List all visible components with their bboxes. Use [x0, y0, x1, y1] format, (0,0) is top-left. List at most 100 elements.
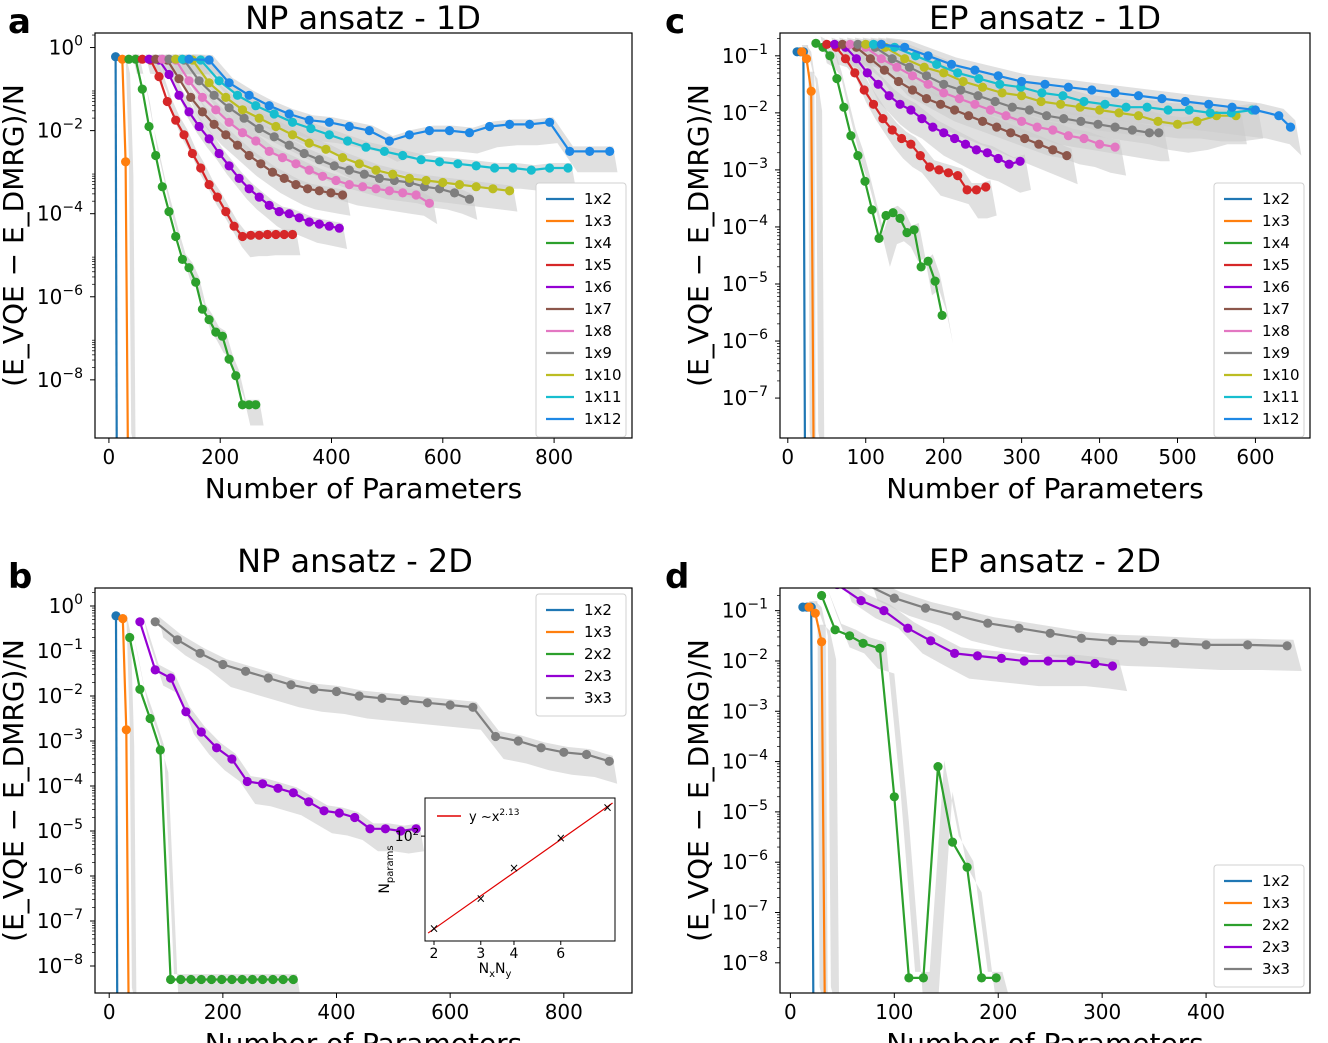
data-point-1x6: [928, 122, 938, 132]
inset-data-point: ×: [556, 831, 566, 845]
legend-label-1x5: 1x5: [584, 256, 612, 274]
x-tick-label: 200: [979, 1000, 1017, 1024]
data-point-1x11: [490, 163, 500, 173]
inset-data-point: ×: [509, 861, 519, 875]
legend-label-1x12: 1x12: [1262, 410, 1300, 428]
data-point-1x7: [338, 190, 348, 200]
legend-box: [1213, 182, 1305, 438]
data-point-1x8: [1048, 125, 1058, 135]
data-point-1x6: [884, 91, 894, 101]
data-point-1x7: [197, 107, 207, 117]
data-point-2x2: [196, 974, 206, 985]
data-point-1x8: [211, 105, 221, 115]
data-point-2x3: [365, 824, 375, 834]
data-point-1x4: [211, 327, 221, 337]
data-point-1x10: [1114, 108, 1124, 118]
y-axis-label: (E_VQE − E_DMRG)/N: [0, 639, 30, 942]
data-point-2x2: [918, 973, 929, 983]
data-point-1x10: [237, 105, 248, 115]
data-point-1x9: [374, 173, 384, 183]
data-point-1x7: [256, 159, 266, 169]
data-point-2x3: [181, 707, 191, 717]
legend: 1x2 1x3 1x4 1x5 1x6 1x7 1x8 1x9 1x10 1x11 1x12: [535, 182, 627, 438]
data-point-1x3: [804, 602, 814, 612]
data-point-1x11: [1142, 102, 1152, 112]
data-point-1x9: [1059, 114, 1069, 124]
data-point-3x3: [445, 700, 455, 710]
data-point-3x3: [1076, 633, 1086, 643]
x-tick-label: 600: [1236, 445, 1274, 469]
data-point-1x8: [1110, 142, 1120, 152]
data-point-1x10: [1095, 105, 1105, 115]
y-tick-label: 10−4: [37, 200, 83, 226]
data-point-2x3: [1107, 661, 1118, 671]
legend-label-1x10: 1x10: [584, 366, 622, 384]
data-point-1x8: [1032, 122, 1042, 132]
y-tick-label: 10−7: [722, 899, 768, 925]
data-point-1x11: [911, 51, 921, 61]
data-point-1x8: [237, 128, 248, 138]
data-point-1x10: [271, 121, 281, 132]
series-line-1x12: [188, 58, 610, 153]
legend: 1x2 1x3 2x2 2x3 3x3: [1213, 864, 1305, 988]
data-point-2x3: [166, 673, 176, 683]
data-point-1x11: [306, 123, 316, 134]
data-point-1x7: [326, 188, 336, 198]
data-point-1x4: [867, 205, 877, 215]
y-tick-label: 10−8: [722, 949, 768, 975]
data-point-1x12: [585, 146, 595, 156]
data-point-1x11: [361, 142, 371, 152]
data-point-2x3: [1090, 658, 1100, 669]
data-point-2x3: [879, 606, 889, 616]
data-point-1x6: [993, 153, 1003, 164]
data-point-1x11: [868, 39, 879, 50]
legend-label-1x2: 1x2: [584, 190, 612, 208]
data-point-1x4: [224, 354, 234, 364]
data-point-1x11: [287, 117, 298, 127]
data-point-1x7: [267, 167, 278, 177]
legend-label-3x3: 3x3: [1262, 960, 1290, 978]
data-point-1x9: [464, 194, 475, 204]
data-point-3x3: [377, 693, 387, 703]
data-point-1x4: [131, 54, 141, 64]
data-point-1x11: [1079, 96, 1089, 107]
inset-x-tick-label: 3: [476, 946, 485, 962]
data-point-1x10: [171, 54, 181, 64]
data-point-1x8: [184, 76, 194, 86]
data-point-1x6: [1015, 156, 1025, 166]
y-tick-label: 10−8: [37, 366, 83, 392]
data-point-1x11: [471, 161, 481, 171]
data-point-1x11: [1163, 105, 1173, 115]
inset-x-tick-label: 2: [430, 946, 439, 962]
data-point-1x5: [287, 229, 298, 240]
data-point-3x3: [218, 659, 228, 670]
data-point-1x3: [810, 608, 820, 618]
data-point-3x3: [983, 618, 993, 628]
data-point-1x7: [186, 92, 196, 102]
data-point-1x10: [321, 144, 331, 154]
data-point-1x12: [545, 117, 555, 127]
panel-letter: d: [665, 557, 689, 597]
series-line-1x2: [114, 615, 119, 993]
axes-frame: [779, 587, 1311, 994]
data-point-1x9: [1042, 111, 1052, 121]
data-point-1x12: [1250, 105, 1260, 115]
data-point-1x12: [304, 115, 314, 125]
data-point-1x9: [1093, 119, 1103, 129]
data-point-1x9: [939, 79, 949, 89]
data-point-1x12: [384, 136, 394, 146]
data-point-3x3: [1170, 638, 1180, 648]
legend-label-1x9: 1x9: [584, 344, 612, 362]
legend: 1x2 1x3 2x2 2x3 3x3: [535, 593, 627, 717]
data-point-2x3: [135, 617, 145, 627]
data-point-1x10: [371, 165, 381, 175]
data-point-1x12: [1274, 111, 1284, 121]
data-point-1x4: [237, 400, 248, 410]
data-point-1x11: [269, 109, 279, 119]
data-point-1x6: [194, 121, 204, 132]
band-1x3: [125, 54, 136, 438]
panel-title: NP ansatz - 1D: [245, 0, 481, 37]
data-point-1x9: [1144, 128, 1154, 138]
data-point-3x3: [491, 731, 501, 742]
data-point-1x8: [358, 182, 368, 192]
